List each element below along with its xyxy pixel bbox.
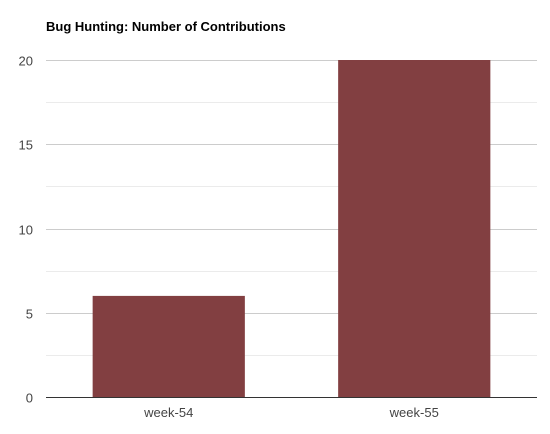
y-tick-label: 15 [19, 138, 33, 153]
y-tick-label: 20 [19, 54, 33, 69]
bar-week-55 [338, 60, 491, 397]
bar-week-54 [92, 295, 245, 397]
x-tick-label: week-54 [143, 405, 193, 420]
x-tick-labels: week-54 week-55 [143, 405, 439, 420]
chart-title: Bug Hunting: Number of Contributions [46, 19, 286, 34]
y-tick-label: 0 [26, 391, 33, 406]
y-tick-label: 5 [26, 307, 33, 322]
bars [92, 60, 491, 397]
y-tick-label: 10 [19, 223, 33, 238]
x-tick-label: week-55 [389, 405, 439, 420]
y-tick-labels: 0 5 10 15 20 [19, 54, 33, 406]
